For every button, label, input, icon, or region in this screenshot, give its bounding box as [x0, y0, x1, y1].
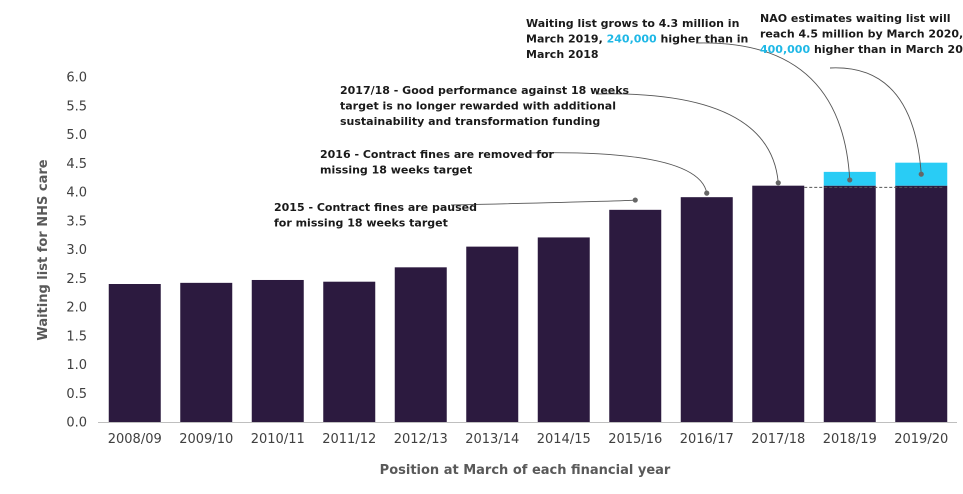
annotation-marker — [775, 180, 781, 186]
annotation-marker — [918, 171, 924, 177]
x-tick-label: 2009/10 — [179, 432, 233, 447]
y-tick-label: 0.5 — [66, 387, 87, 402]
bar — [823, 185, 876, 422]
annotation-leader-line — [450, 199, 636, 206]
annotation-line-segment: 400,000 — [760, 43, 810, 56]
bar — [537, 237, 590, 422]
bars — [108, 162, 948, 422]
bar — [323, 281, 376, 422]
x-tick-label: 2010/11 — [251, 432, 305, 447]
y-axis: 0.0 0.5 1.0 1.5 2.0 2.5 3.0 3.5 4.0 4.5 5.0 5.5 6.0 — [66, 71, 87, 431]
x-tick-label: 2014/15 — [537, 432, 591, 447]
y-tick-label: 0.0 — [66, 416, 87, 431]
x-tick-label: 2008/09 — [108, 432, 162, 447]
y-tick-label: 2.0 — [66, 301, 87, 316]
bar — [752, 185, 805, 422]
bar — [108, 284, 161, 422]
y-tick-label: 1.0 — [66, 358, 87, 373]
x-axis-title: Position at March of each financial year — [380, 463, 671, 478]
annotation-marker — [847, 177, 853, 183]
annotation-marker — [632, 197, 638, 203]
annotation-leader-line — [829, 67, 922, 175]
annotation-text: 2015 - Contract fines are paused for miss… — [274, 201, 477, 230]
y-tick-label: 1.5 — [66, 329, 87, 344]
x-tick-label: 2012/13 — [394, 432, 448, 447]
annotation-leader-line — [695, 42, 851, 180]
bar — [609, 209, 662, 422]
x-axis: 2008/09 2009/10 2010/11 2011/12 2012/13 2013/… — [98, 422, 957, 447]
y-tick-label: 4.5 — [66, 157, 87, 172]
annotation-text: Waiting list grows to 4.3 million in Marc… — [526, 17, 748, 61]
y-tick-label: 6.0 — [66, 71, 87, 86]
annotations: 2015 - Contract fines are paused for miss… — [274, 12, 963, 230]
x-tick-label: 2016/17 — [680, 432, 734, 447]
y-tick-label: 2.5 — [66, 272, 87, 287]
annotation-line-segment: higher than in — [657, 33, 749, 46]
annotation-marker — [704, 190, 710, 196]
annotation-line-segment: Waiting list grows to 4.3 million in — [526, 17, 739, 30]
bar — [466, 246, 519, 422]
x-tick-label: 2017/18 — [751, 432, 805, 447]
annotation-text: 2017/18 - Good performance against 18 we… — [340, 84, 630, 128]
annotation-line-segment: 2016 - Contract fines are removed for — [320, 148, 555, 161]
y-tick-label: 3.5 — [66, 214, 87, 229]
bar — [251, 279, 304, 422]
x-tick-label: 2015/16 — [608, 432, 662, 447]
y-tick-label: 5.5 — [66, 99, 87, 114]
bar — [680, 197, 733, 422]
x-tick-label: 2011/12 — [322, 432, 376, 447]
annotation-line-segment: missing 18 weeks target — [320, 164, 472, 177]
annotation-line-segment: target is no longer rewarded with additi… — [340, 100, 616, 113]
bar — [895, 185, 948, 422]
annotation-line-segment: March 2019, — [526, 33, 607, 46]
annotation-text: NAO estimates waiting list will reach 4.5… — [760, 12, 963, 56]
y-tick-label: 3.0 — [66, 243, 87, 258]
x-tick-label: 2018/19 — [823, 432, 877, 447]
annotation-line-segment: sustainability and transformation fundin… — [340, 115, 600, 128]
annotation-line-segment: for missing 18 weeks target — [274, 217, 448, 230]
bar — [394, 267, 447, 422]
annotation-line-segment: NAO estimates waiting list will — [760, 12, 951, 25]
y-tick-label: 4.0 — [66, 186, 87, 201]
x-tick-label: 2013/14 — [465, 432, 519, 447]
annotation-line-segment: 2017/18 - Good performance against 18 we… — [340, 84, 630, 97]
annotation-text: 2016 - Contract fines are removed for mis… — [320, 148, 555, 177]
annotation-leader-line — [525, 152, 708, 194]
annotation-leader-line — [595, 93, 779, 183]
y-tick-label: 5.0 — [66, 128, 87, 143]
annotation-line-segment: March 2018 — [526, 48, 599, 61]
annotation-line-segment: 2015 - Contract fines are paused — [274, 201, 477, 214]
bar — [180, 282, 233, 422]
x-tick-label: 2019/20 — [894, 432, 948, 447]
y-axis-title: Waiting list for NHS care — [36, 159, 51, 340]
annotation-line-segment: 240,000 — [607, 33, 657, 46]
annotation-line-segment: higher than in March 2018 — [810, 43, 963, 56]
annotation-line-segment: reach 4.5 million by March 2020, — [760, 28, 963, 41]
